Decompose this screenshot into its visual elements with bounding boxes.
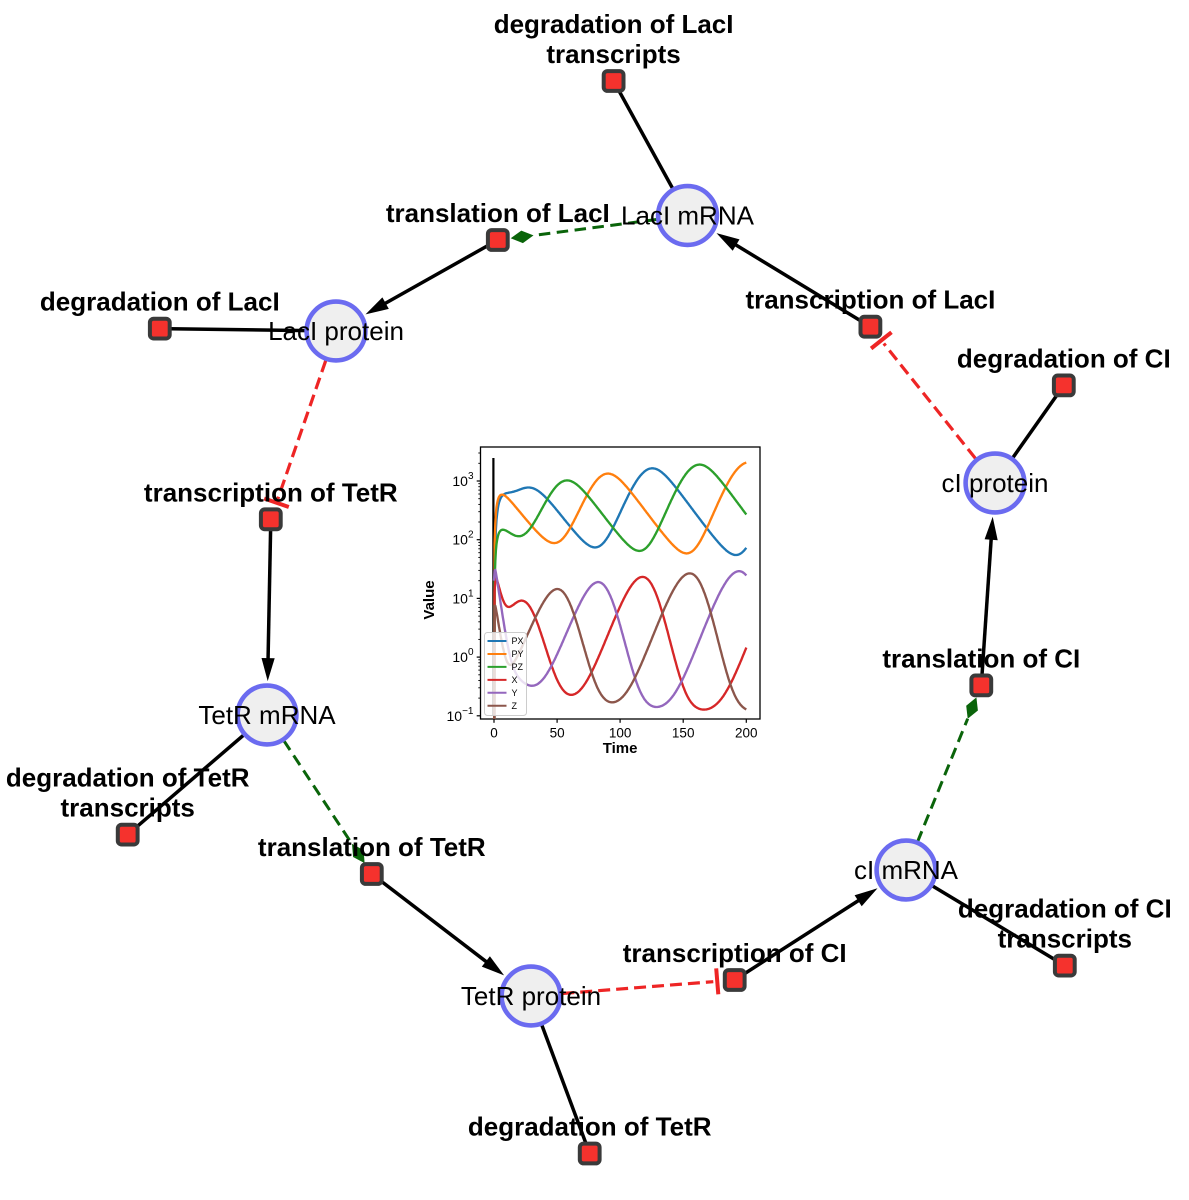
svg-text:TetR protein: TetR protein	[461, 981, 601, 1011]
svg-text:translation of LacI: translation of LacI	[386, 198, 610, 228]
svg-text:TetR mRNA: TetR mRNA	[198, 700, 336, 730]
svg-text:translation of CI: translation of CI	[882, 643, 1080, 673]
svg-text:200: 200	[735, 726, 758, 741]
svg-text:150: 150	[672, 726, 695, 741]
svg-text:degradation of LacI: degradation of LacI	[494, 9, 734, 39]
svg-text:transcription of LacI: transcription of LacI	[745, 285, 995, 315]
svg-text:PY: PY	[512, 649, 524, 659]
svg-text:transcripts: transcripts	[61, 793, 195, 823]
svg-text:cI protein: cI protein	[942, 468, 1049, 498]
svg-text:X: X	[512, 675, 518, 685]
svg-text:PZ: PZ	[512, 662, 524, 672]
svg-text:translation of TetR: translation of TetR	[258, 832, 486, 862]
svg-text:Z: Z	[512, 701, 518, 711]
svg-text:transcripts: transcripts	[998, 924, 1132, 954]
svg-text:degradation of CI: degradation of CI	[957, 343, 1171, 373]
svg-text:degradation of LacI: degradation of LacI	[40, 287, 280, 317]
svg-text:degradation of TetR: degradation of TetR	[468, 1112, 712, 1142]
svg-text:Value: Value	[421, 580, 438, 619]
svg-text:50: 50	[550, 726, 565, 741]
svg-text:LacI protein: LacI protein	[268, 316, 404, 346]
svg-text:PX: PX	[512, 636, 524, 646]
svg-text:100: 100	[609, 726, 632, 741]
svg-text:Time: Time	[603, 740, 638, 757]
svg-text:Y: Y	[512, 688, 518, 698]
svg-text:degradation of TetR: degradation of TetR	[6, 763, 250, 793]
svg-text:cI mRNA: cI mRNA	[854, 855, 959, 885]
svg-text:0: 0	[490, 726, 498, 741]
svg-text:transcription of TetR: transcription of TetR	[144, 477, 398, 507]
svg-text:LacI mRNA: LacI mRNA	[621, 201, 755, 231]
svg-text:degradation of CI: degradation of CI	[958, 894, 1172, 924]
svg-text:transcription of CI: transcription of CI	[623, 938, 847, 968]
svg-text:transcripts: transcripts	[546, 39, 680, 69]
